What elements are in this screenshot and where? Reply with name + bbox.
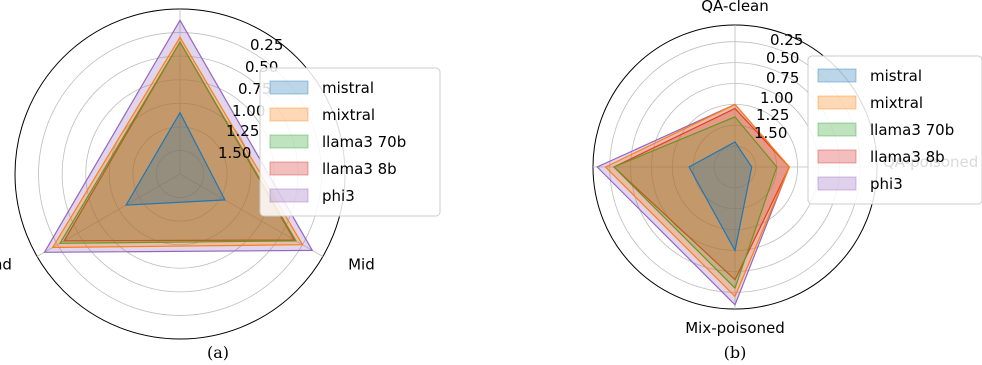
axis-label: Mix-poisoned [685,319,785,337]
legend-box [259,67,441,217]
legend-label: llama3 70b [870,121,954,139]
legend-swatch [817,68,857,83]
legend-label: llama3 70b [322,133,406,151]
radar-chart-b: 0.250.500.751.001.251.50QA-cleanQA-poiso… [592,0,982,337]
legend-swatch [269,80,309,95]
legend-swatch [817,122,857,137]
legend-swatch [817,95,857,110]
legend-label: llama3 8b [870,148,945,166]
legend-label: mistral [870,67,922,85]
spoke-line [179,173,324,257]
r-tick-label: 1.00 [232,102,265,120]
legend-swatch [269,161,309,176]
series-polygon-llama3-70b [58,40,297,244]
caption-b: (b) [724,343,747,362]
r-tick-label: 1.50 [218,144,251,162]
r-tick-label: 0.75 [766,69,799,87]
r-tick-label: 1.25 [226,122,259,140]
legend-label: mistral [322,79,374,97]
legend-swatch [269,107,309,122]
series-polygon-llama3-8b [612,107,791,281]
series-polygon-mistral [688,141,753,253]
series-polygon-phi3 [43,19,314,253]
r-tick-label: 1.25 [756,106,789,124]
legend: mistral mixtral llama3 70b llama3 8b phi3 [807,55,982,205]
legend-label: mixtral [322,106,375,124]
r-tick-label: 0.25 [770,31,803,49]
axis-label: Mid [348,256,375,274]
legend-swatch [817,176,857,191]
legend-label: mixtral [870,94,923,112]
series-polygon-mistral [125,111,226,206]
series-polygon-mixtral [604,103,790,298]
legend-label: phi3 [870,175,903,193]
axis-label: QA-clean [701,0,769,15]
r-tick-label: 1.50 [754,124,787,142]
radar-chart-a: 0.250.500.751.001.251.50BeginningMidEndm… [0,8,441,340]
series-polygon-mixtral [51,36,304,249]
caption-a: (a) [207,343,229,362]
r-tick-label: 0.50 [766,49,799,67]
r-tick-label: 0.25 [250,36,283,54]
r-tick-label: 1.00 [760,89,793,107]
legend-swatch [269,134,309,149]
legend-label: phi3 [322,187,355,205]
legend: mistral mixtral llama3 70b llama3 8b phi3 [259,67,441,217]
legend-label: llama3 8b [322,160,397,178]
legend-swatch [269,188,309,203]
axis-label: End [0,256,12,274]
legend-box [807,55,982,205]
legend-swatch [817,149,857,164]
